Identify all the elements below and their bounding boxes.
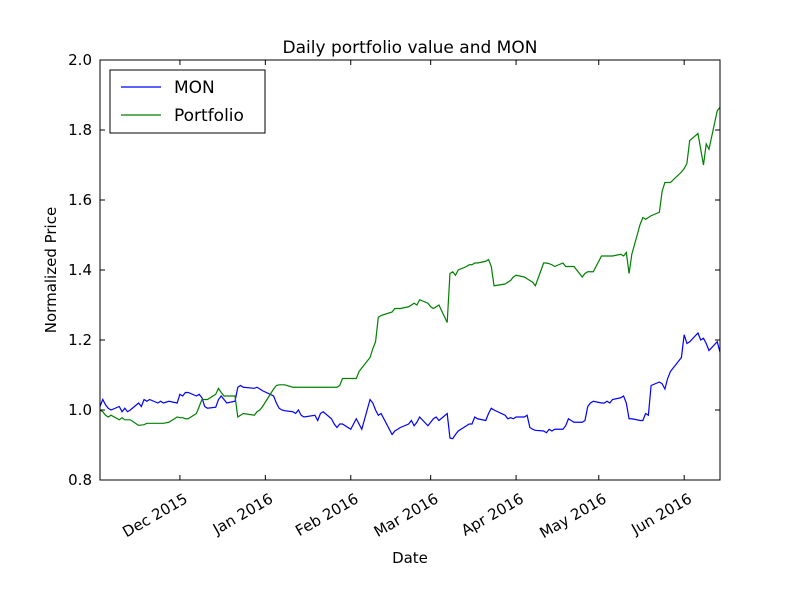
y-tick-label: 1.0 xyxy=(68,401,92,419)
y-tick-label: 1.6 xyxy=(68,191,92,209)
chart-title: Daily portfolio value and MON xyxy=(283,38,538,58)
y-tick-label: 0.8 xyxy=(68,471,92,489)
legend-box xyxy=(109,69,266,134)
series-layer xyxy=(99,106,721,440)
legend: MON Portfolio xyxy=(109,69,266,134)
y-tick-label: 1.8 xyxy=(68,121,92,139)
x-axis-label: Date xyxy=(392,549,428,567)
y-tick-label: 1.4 xyxy=(68,261,92,279)
legend-label-portfolio: Portfolio xyxy=(174,106,244,126)
y-tick-label: 2.0 xyxy=(68,51,92,69)
legend-label-mon: MON xyxy=(174,78,215,98)
series-line-portfolio xyxy=(99,106,721,427)
y-axis-label: Normalized Price xyxy=(42,207,60,333)
y-tick-label: 1.2 xyxy=(68,331,92,349)
y-axis: 0.8 1.0 1.2 1.4 1.6 1.8 2.0 xyxy=(68,51,720,489)
series-line-mon xyxy=(99,331,721,440)
